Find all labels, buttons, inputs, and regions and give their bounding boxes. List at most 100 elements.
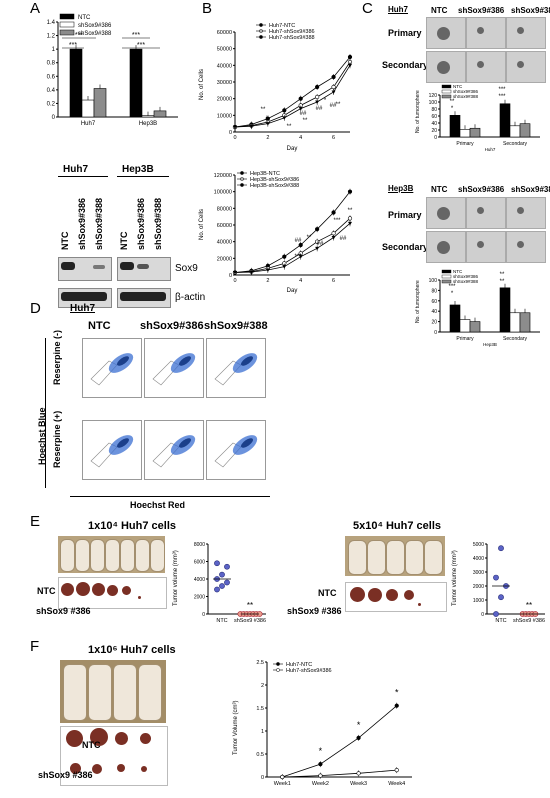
data-point	[347, 54, 353, 60]
sig-label: **	[261, 107, 266, 113]
tumor	[386, 589, 398, 601]
sig-label: *	[451, 106, 454, 112]
chart-e-left-tumor-volume: 0 2000 4000 6000 8000 Tumor volume (mm³) NTC sh…	[173, 542, 266, 624]
blot-hep3b-label: Hep3B	[122, 164, 154, 175]
mouse	[138, 664, 162, 721]
data-point	[265, 268, 270, 272]
tumorsphere	[437, 27, 450, 40]
x-axis-label: Huh7	[485, 147, 496, 152]
category-label: shSox9 #386	[234, 618, 266, 624]
data-point	[298, 255, 303, 259]
blot-lane-label: shSox9#388	[94, 197, 104, 250]
series-line	[234, 61, 351, 128]
series-line	[282, 705, 397, 778]
sig-label: **	[303, 118, 308, 124]
sig-label: ##	[295, 238, 302, 244]
sig-label: ***	[69, 42, 77, 49]
tumor	[90, 728, 108, 746]
sig-label: ##	[317, 241, 324, 247]
legend-label: shSox9#386	[453, 89, 479, 94]
band-actin-huh7	[61, 292, 107, 301]
y-tick-label: 0	[202, 612, 205, 618]
legend-label: Huh7-NTC	[286, 662, 312, 668]
y-tick-label: 120	[429, 93, 438, 99]
sig-label: ***	[333, 218, 341, 224]
flow-scatter	[152, 435, 196, 468]
y-axis-label: No. of tumorsphere	[415, 90, 421, 133]
category-label: Secondary	[503, 336, 527, 342]
blot-lane-label: shSox9#388	[153, 197, 163, 250]
panel-label-c: C	[362, 0, 373, 17]
sphere-image	[466, 17, 506, 49]
tumor	[404, 590, 414, 600]
y-tick-label: 8000	[194, 542, 205, 548]
y-tick-label: 100000	[214, 190, 232, 196]
y-tick-label: 20000	[217, 256, 232, 262]
d-yaxis-arrow	[45, 338, 46, 488]
sig-label: **	[287, 124, 292, 130]
sphere-image	[466, 51, 506, 83]
legend-swatch	[441, 269, 452, 274]
legend-label: Hep3B-shSox9#386	[250, 177, 299, 183]
legend-swatch	[441, 94, 452, 99]
sphere-image	[506, 231, 546, 263]
data-point	[493, 574, 499, 581]
bar	[449, 304, 461, 333]
tumor	[368, 588, 382, 602]
category-label: Hep3B	[139, 121, 157, 127]
category-label: Secondary	[503, 141, 527, 147]
y-tick-label: 20000	[217, 97, 232, 103]
series-line	[234, 65, 351, 128]
sig-label: **	[307, 235, 312, 241]
e-left-ntc-label: NTC	[37, 586, 56, 596]
y-tick-label: 5000	[473, 542, 484, 548]
legend-label: shSox9#386	[453, 274, 479, 279]
y-axis-label: Tumor volume (mm³)	[173, 550, 179, 606]
legend-label: shSox9#388	[78, 31, 112, 37]
x-tick-label: Week1	[274, 781, 291, 787]
cell-population-core	[241, 356, 253, 366]
sig-label: **	[526, 601, 532, 610]
tumorsphere	[517, 27, 524, 34]
sphere-image	[506, 51, 546, 83]
tumor	[70, 763, 81, 774]
y-tick-label: 60	[431, 114, 437, 120]
data-point	[282, 108, 287, 113]
data-point	[233, 125, 237, 129]
data-point	[282, 116, 287, 120]
x-tick-label: 4	[299, 135, 302, 141]
bar	[449, 114, 461, 138]
legend-marker	[276, 668, 280, 672]
data-point	[315, 246, 320, 251]
y-axis-label: No. of tumorsphere	[415, 280, 421, 323]
y-tick-label: 0	[434, 330, 437, 336]
legend-label: shSox9#388	[453, 279, 479, 284]
c-hep3b-label: Hep3B	[388, 184, 414, 193]
data-point	[298, 242, 303, 248]
blot-lane-label: NTC	[119, 231, 129, 251]
x-tick-label: Week4	[388, 781, 405, 787]
y-tick-label: 0.2	[47, 101, 56, 107]
y-tick-label: 1000	[473, 598, 484, 604]
sig-label: **	[500, 279, 505, 285]
y-tick-label: 120000	[214, 173, 232, 179]
blot-lane-label: shSox9#386	[136, 197, 146, 250]
sig-label: ***	[294, 254, 302, 260]
chart-a-sox9-mrna: 00.20.40.60.811.21.4Huh7Hep3BRelative So…	[47, 13, 178, 127]
mouse	[90, 539, 105, 572]
flow-cytometry-plot	[144, 420, 204, 480]
sig-label: ##	[330, 103, 337, 109]
tumorsphere	[477, 61, 484, 68]
d-col-header: shSox9#388	[204, 320, 268, 332]
bar	[459, 128, 471, 138]
tumor	[141, 766, 147, 772]
y-tick-label: 80	[431, 288, 437, 294]
data-point	[356, 735, 361, 740]
c-col-header: shSox9#386	[458, 6, 505, 15]
y-tick-label: 40000	[217, 63, 232, 69]
y-tick-label: 4000	[473, 556, 484, 562]
bar	[69, 48, 83, 118]
legend-marker	[276, 662, 280, 666]
blot-lane-label: NTC	[60, 231, 70, 251]
